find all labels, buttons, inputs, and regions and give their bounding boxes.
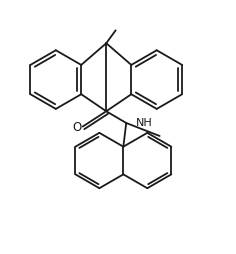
Text: O: O — [72, 121, 82, 133]
Text: NH: NH — [136, 117, 152, 127]
